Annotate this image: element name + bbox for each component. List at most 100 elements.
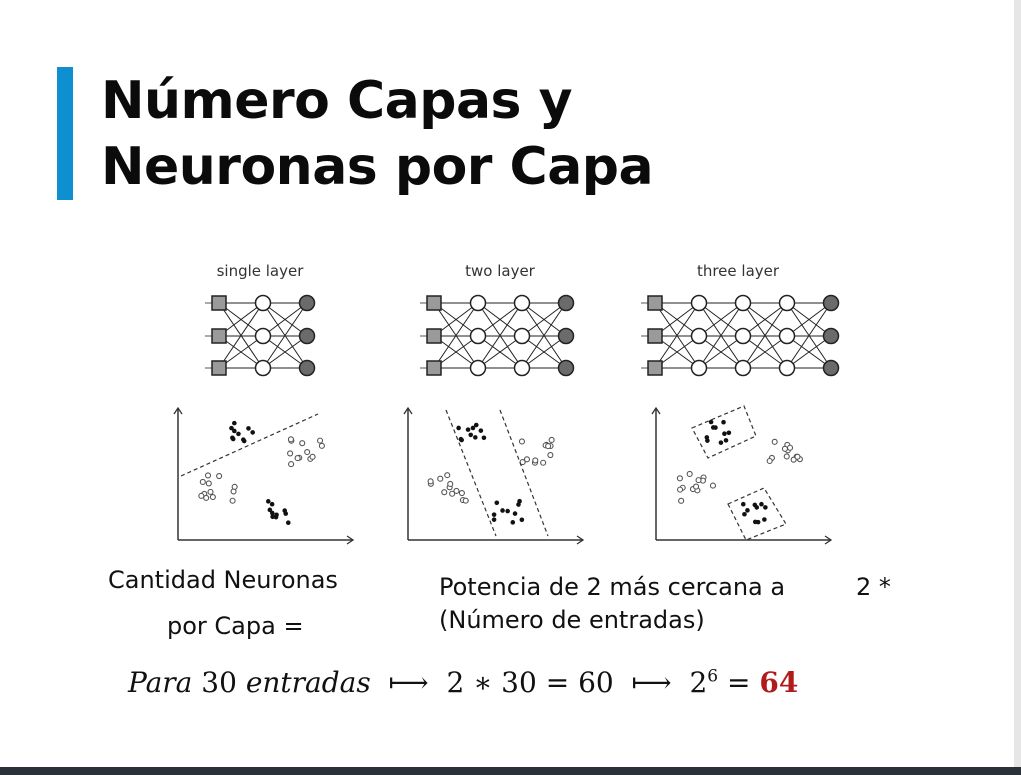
class-b-point: [709, 482, 716, 489]
hidden-node: [778, 359, 796, 377]
hidden-node: [513, 327, 531, 345]
output-node: [557, 327, 575, 345]
class-a-point: [494, 500, 500, 506]
class-a-point: [478, 428, 484, 433]
class-a-point: [236, 431, 241, 437]
class-b-point: [695, 477, 702, 484]
class-a-point: [704, 435, 710, 440]
hidden-node: [734, 359, 752, 377]
class-a-point: [229, 425, 234, 431]
class-b-point: [766, 457, 773, 465]
decision-boundary: [180, 413, 319, 477]
connection-line: [477, 302, 523, 369]
output-node: [557, 294, 575, 312]
class-b-point: [678, 497, 685, 504]
class-a-point: [745, 508, 750, 513]
hidden-node: [734, 294, 752, 312]
class-a-point: [762, 517, 767, 522]
class-a-point: [282, 508, 288, 513]
class-b-point: [686, 470, 693, 478]
formula: Para 30 entradas ⟼ 2 ∗ 30 = 60 ⟼ 26 = 64: [128, 666, 908, 699]
class-a-point: [721, 419, 726, 425]
connection-line: [262, 335, 308, 369]
connection-line: [654, 302, 700, 369]
taskbar-strip: [0, 767, 1021, 775]
input-node: [211, 328, 227, 344]
class-b-point: [441, 489, 448, 496]
output-node: [298, 327, 316, 345]
connection-line: [521, 302, 567, 369]
connection-line: [477, 335, 523, 369]
connection-line: [521, 302, 567, 337]
formula-inputs: 30: [201, 666, 237, 699]
class-b-point: [453, 487, 460, 494]
formula-result: 64: [759, 666, 799, 699]
class-b-point: [437, 475, 444, 482]
input-node: [211, 295, 227, 311]
hidden-node: [690, 294, 708, 312]
class-b-point: [449, 490, 456, 497]
connection-line: [742, 302, 788, 337]
class-a-point: [273, 514, 279, 520]
caption-left-line-1: Cantidad Neuronas: [108, 566, 338, 594]
class-a-point: [505, 508, 510, 514]
class-a-point: [265, 499, 271, 504]
class-a-point: [722, 431, 727, 437]
connection-line: [262, 302, 308, 337]
class-a-point: [459, 437, 464, 443]
connection-line: [742, 335, 788, 369]
hidden-node: [778, 294, 796, 312]
class-b-point: [545, 443, 552, 450]
panel-label-single: single layer: [216, 262, 304, 280]
hidden-node: [513, 294, 531, 312]
connection-line: [786, 302, 832, 369]
class-b-point: [207, 488, 214, 495]
class-a-point: [232, 428, 237, 434]
connection-line: [262, 302, 308, 369]
class-a-point: [726, 430, 732, 436]
class-b-point: [786, 444, 794, 451]
panel-label-two: two layer: [465, 262, 535, 280]
class-a-point: [708, 419, 714, 425]
input-node: [647, 360, 663, 376]
class-a-point: [500, 508, 505, 513]
class-a-point: [519, 517, 525, 523]
x-axis-arrow: [346, 535, 355, 545]
decision-boundary-plots: [173, 405, 833, 545]
title-line-2: Neuronas por Capa: [101, 137, 654, 197]
class-a-point: [246, 426, 251, 431]
formula-entradas: entradas: [245, 666, 371, 699]
class-a-point: [285, 520, 291, 526]
class-b-point: [540, 459, 547, 466]
output-node: [822, 294, 840, 312]
class-b-point: [231, 483, 238, 490]
class-b-point: [299, 440, 306, 447]
class-b-point: [693, 483, 700, 490]
class-a-point: [230, 436, 236, 442]
class-b-point: [288, 461, 295, 468]
hidden-node: [778, 327, 796, 345]
class-b-point: [203, 494, 210, 501]
class-a-point: [710, 425, 716, 430]
hidden-node: [254, 327, 272, 345]
panel-label-three: three layer: [696, 262, 780, 280]
class-a-point: [481, 435, 487, 441]
class-a-point: [763, 505, 768, 510]
formula-para: Para: [128, 666, 193, 699]
connection-line: [433, 302, 479, 369]
class-b-point: [198, 492, 205, 499]
caption-left-line-2: por Capa =: [167, 612, 304, 640]
class-b-point: [518, 438, 526, 445]
input-node: [211, 360, 227, 376]
title-line-1: Número Capas y: [101, 71, 572, 131]
y-axis-arrow: [403, 406, 413, 415]
connection-line: [477, 302, 523, 337]
hidden-node: [469, 294, 487, 312]
class-a-point: [465, 427, 471, 432]
class-b-point: [229, 497, 236, 504]
hidden-node: [513, 359, 531, 377]
class-a-point: [718, 440, 724, 445]
class-a-point: [759, 501, 764, 507]
decision-region: [691, 405, 757, 459]
